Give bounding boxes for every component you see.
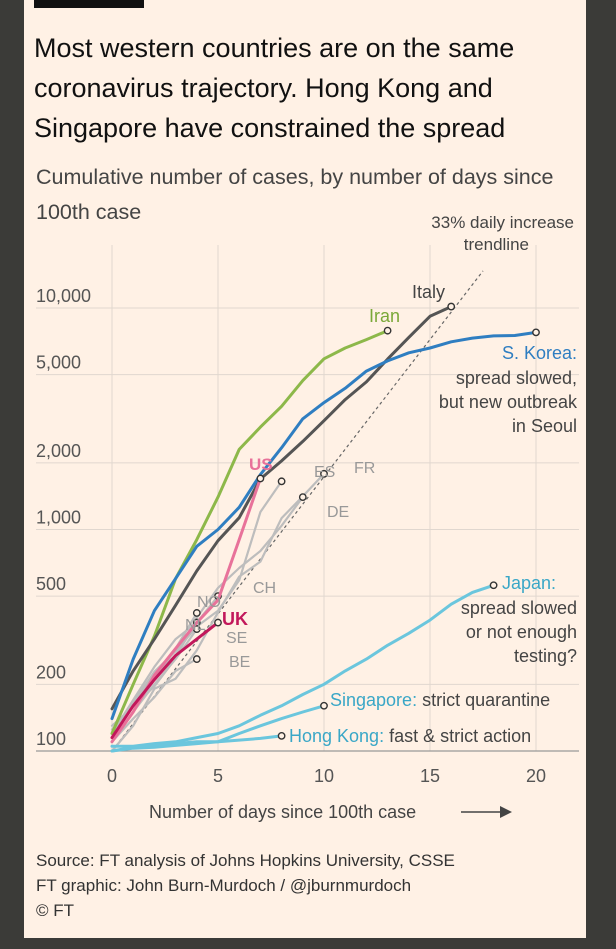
graphic-credit: FT graphic: John Burn-Murdoch / @jburnmu… (36, 876, 412, 895)
annotation-japan-note: testing? (514, 646, 577, 666)
series-end-marker-japan (489, 581, 498, 590)
y-tick-label: 10,000 (36, 286, 91, 306)
source-line: Source: FT analysis of Johns Hopkins Uni… (36, 851, 455, 870)
series-end-marker-fr (320, 469, 328, 478)
y-tick-label: 5,000 (36, 353, 81, 373)
copyright: © FT (36, 901, 75, 920)
x-axis-arrow-head (500, 806, 512, 818)
annotation-s-korea-note: in Seoul (512, 416, 577, 436)
annotation-japan-note: or not enough (466, 622, 577, 642)
y-tick-label: 100 (36, 729, 66, 749)
series-label-iran: Iran (369, 306, 400, 326)
chart-svg: 100 200 500 1,000 2,000 5,000 10,000 0 5 10 15 20 Nu… (36, 213, 579, 822)
series-label-s-korea: S. Korea: (502, 343, 577, 363)
y-tick-label: 200 (36, 662, 66, 682)
series-label-hong-kong: Hong Kong: fast & strict action (289, 726, 531, 746)
chart-subtitle: Cumulative number of cases, by number of… (36, 165, 554, 224)
series-end-marker-es (277, 477, 286, 486)
series-label-japan: Japan: (502, 573, 556, 593)
series-line-be (110, 658, 198, 743)
chart-card: Most western countries are on the same c… (24, 0, 586, 938)
series-line-s-korea (110, 330, 538, 721)
trendline (111, 270, 484, 752)
series-label-nl: NL (185, 617, 206, 634)
series-label-be: BE (229, 654, 250, 671)
ft-top-bar (34, 0, 144, 8)
series-line-italy (110, 305, 453, 711)
series-end-marker-italy (447, 302, 456, 311)
series-end-marker-s-korea (532, 328, 540, 337)
series-end-marker-singapore (320, 701, 328, 710)
x-tick-label: 20 (526, 766, 546, 786)
trendline-label-line2: trendline (464, 235, 529, 254)
x-tick-label: 10 (314, 766, 334, 786)
series-label-es: ES (314, 464, 335, 481)
series-label-fr: FR (354, 460, 375, 477)
series-label-uk: UK (222, 609, 248, 629)
series-line-iran (110, 329, 390, 735)
series-end-marker-se (192, 625, 201, 634)
y-tick-label: 2,000 (36, 441, 81, 461)
trendline-label-line1: 33% daily increase (431, 213, 574, 232)
series-end-marker-be (192, 655, 201, 663)
series-label-singapore: Singapore: strict quarantine (330, 690, 550, 710)
series-end-marker-iran (383, 326, 392, 335)
x-tick-label: 5 (213, 766, 223, 786)
x-tick-label: 15 (420, 766, 440, 786)
series-line-hong-kong (110, 734, 284, 753)
y-tick-label: 1,000 (36, 508, 81, 528)
series-end-marker-uk (214, 618, 222, 627)
annotation-s-korea-note: but new outbreak (439, 392, 578, 412)
annotation-japan-note: spread slowed (461, 598, 577, 618)
y-tick-label: 500 (36, 574, 66, 594)
source-credits: Source: FT analysis of Johns Hopkins Uni… (36, 848, 576, 923)
series-end-marker-us (256, 474, 265, 483)
series-label-ch: CH (253, 580, 276, 597)
chart-title: Most western countries are on the same c… (34, 33, 515, 143)
series-label-de: DE (327, 504, 349, 521)
series-end-marker-de (298, 493, 307, 502)
series-label-us: US (249, 455, 273, 474)
series-label-se: SE (226, 630, 247, 647)
annotation-s-korea-note: spread slowed, (456, 368, 577, 388)
x-axis-label: Number of days since 100th case (149, 802, 416, 822)
series-line-uk (110, 621, 220, 740)
series-label-italy: Italy (412, 282, 445, 302)
x-tick-label: 0 (107, 766, 117, 786)
series-end-marker-no (192, 609, 201, 617)
series-end-marker-hong-kong (277, 731, 286, 740)
series-line-us (110, 477, 262, 744)
series-line-fr (110, 472, 326, 753)
series-label-no: NO (197, 594, 221, 611)
series-line-japan (110, 583, 496, 748)
